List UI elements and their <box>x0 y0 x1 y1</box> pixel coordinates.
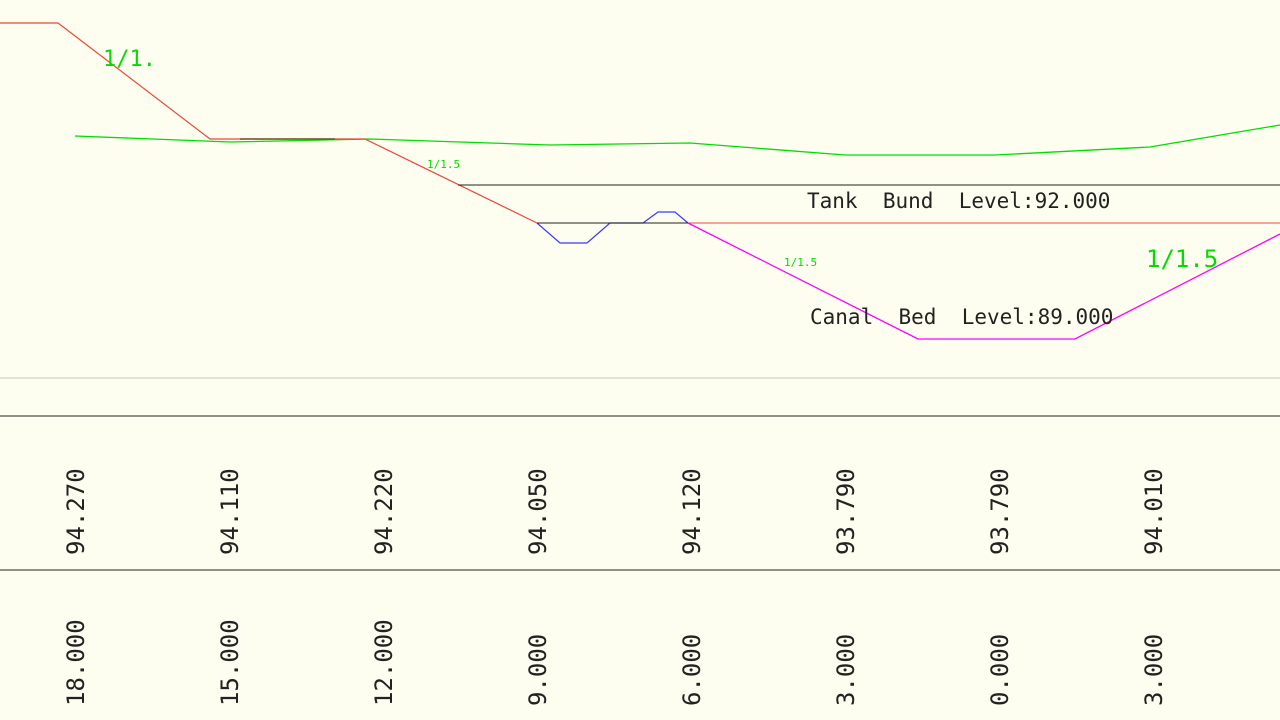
offset-value: 0.000 <box>986 634 1014 706</box>
ground-levels-row: 94.270 94.110 94.220 94.050 94.120 93.79… <box>62 468 1168 555</box>
offset-value: 3.000 <box>1140 634 1168 706</box>
ground-level-value: 94.120 <box>678 468 706 555</box>
canal-bed-level-label: Canal Bed Level:89.000 <box>810 305 1113 329</box>
ground-level-value: 94.110 <box>216 468 244 555</box>
offset-value: 12.000 <box>370 619 398 706</box>
offset-value: 9.000 <box>524 634 552 706</box>
blue-channel-section <box>536 211 689 244</box>
offset-value: 6.000 <box>678 634 706 706</box>
canal-section-line <box>687 222 1280 340</box>
ground-level-value: 94.010 <box>1140 468 1168 555</box>
ground-level-value: 94.220 <box>370 468 398 555</box>
slope-label-canal-right: 1/1.5 <box>1146 245 1218 273</box>
ground-level-value: 94.270 <box>62 468 90 555</box>
slope-label-canal-left: 1/1.5 <box>784 256 817 269</box>
ground-level-value: 93.790 <box>986 468 1014 555</box>
offsets-row: 18.000 15.000 12.000 9.000 6.000 3.000 0… <box>62 619 1168 706</box>
ground-level-value: 93.790 <box>832 468 860 555</box>
left-embankment-line <box>0 22 538 224</box>
offset-value: 3.000 <box>832 634 860 706</box>
slope-label-mid-left: 1/1.5 <box>427 158 460 171</box>
tank-bund-level-label: Tank Bund Level:92.000 <box>807 189 1110 213</box>
offset-value: 15.000 <box>216 619 244 706</box>
offset-value: 18.000 <box>62 619 90 706</box>
ground-level-value: 94.050 <box>524 468 552 555</box>
slope-label-top-left: 1/1. <box>103 47 156 72</box>
ground-profile-line <box>74 124 1280 156</box>
